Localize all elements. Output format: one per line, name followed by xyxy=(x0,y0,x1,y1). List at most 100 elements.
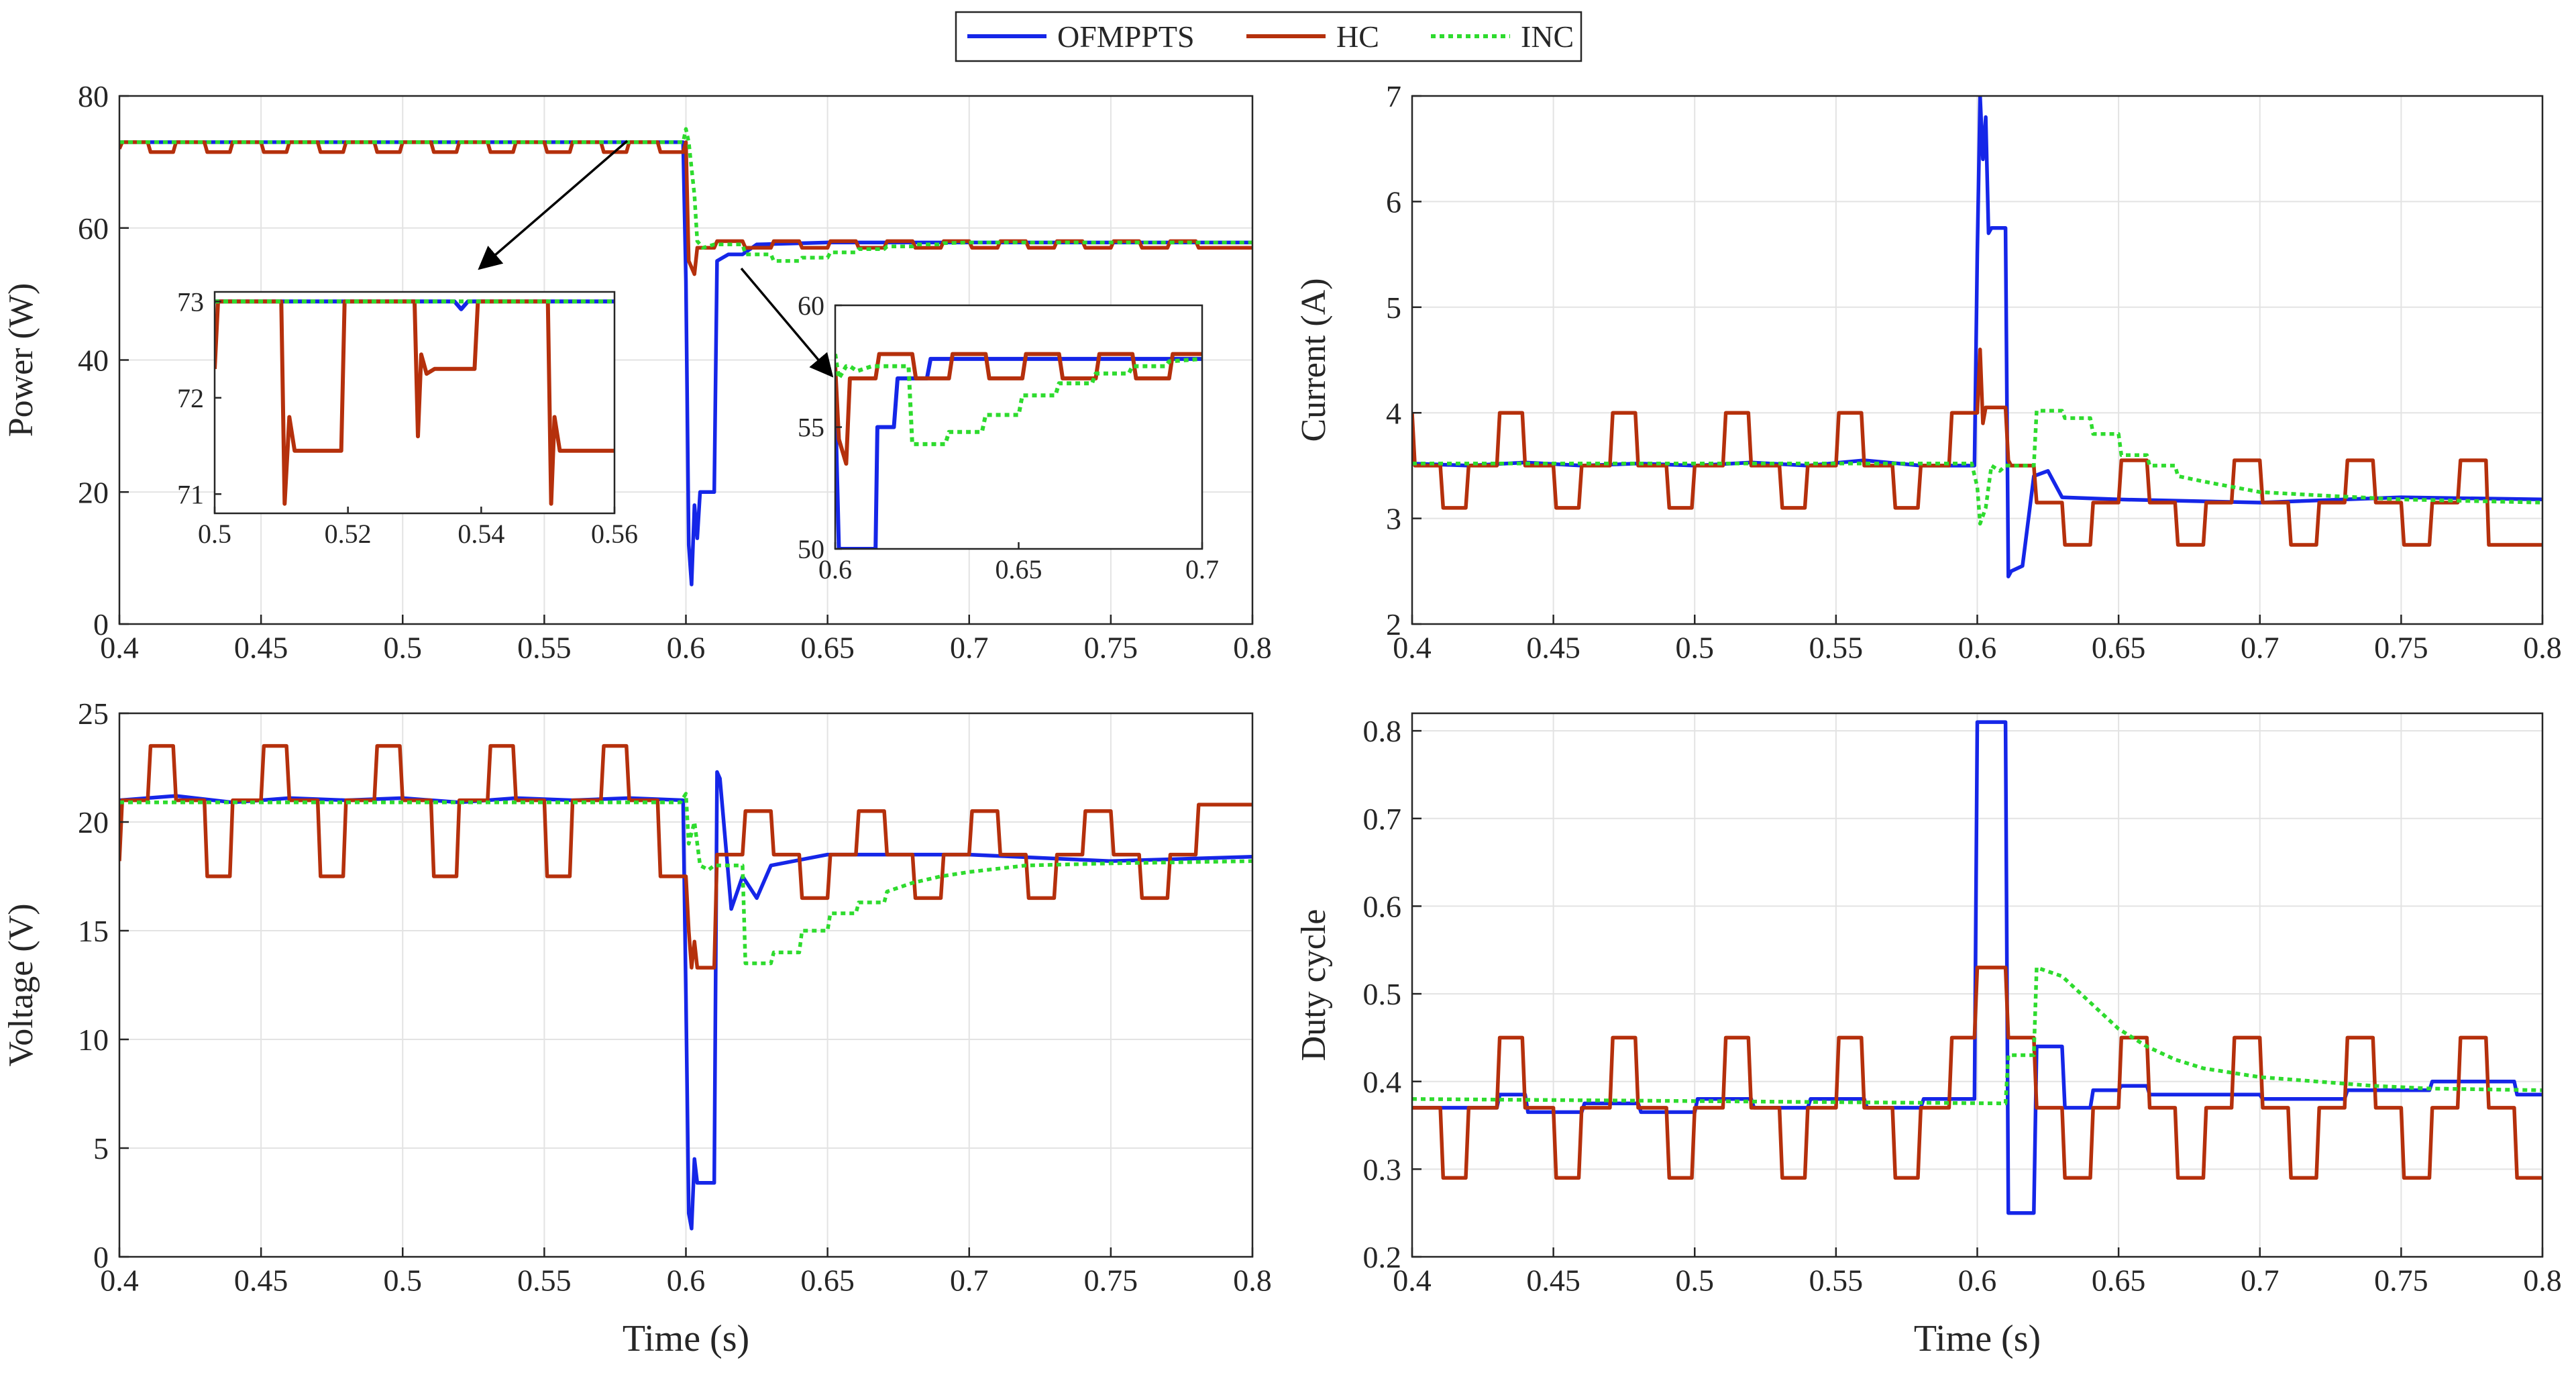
power-ytick-label-2: 40 xyxy=(78,344,109,378)
power-zoom-1-ytick-label-2: 73 xyxy=(177,287,204,317)
current-xtick-label-1: 0.45 xyxy=(1526,631,1580,665)
current-ytick-label-2: 4 xyxy=(1386,396,1401,430)
voltage-xtick-label-2: 0.5 xyxy=(384,1264,423,1298)
duty-cycle-ytick-label-5: 0.7 xyxy=(1363,802,1402,836)
voltage-ytick-label-0: 0 xyxy=(93,1240,109,1274)
current-xtick-label-3: 0.55 xyxy=(1809,631,1864,665)
voltage-ytick-label-3: 15 xyxy=(78,914,109,948)
power-zoom-1-xtick-label-2: 0.54 xyxy=(458,519,504,549)
power-ylabel: Power (W) xyxy=(2,283,40,438)
current-xtick-label-5: 0.65 xyxy=(2092,631,2146,665)
duty-cycle-panel: 0.4 0.45 0.5 0.55 0.6 0.65 0.7 0.75 0.8 0.2 0.3 0.4… xyxy=(1295,712,2562,1359)
power-zoom-1-series-hc xyxy=(215,299,614,506)
power-xtick-label-1: 0.45 xyxy=(234,631,288,665)
current-ytick-label-1: 3 xyxy=(1386,502,1401,536)
power-zoom-2-ytick-label-2: 60 xyxy=(798,291,824,321)
voltage-panel: 0.4 0.45 0.5 0.55 0.6 0.65 0.7 0.75 0.8 0 5 10 15 20 2… xyxy=(2,697,1272,1359)
power-zoom-2-xtick-label-2: 0.7 xyxy=(1185,554,1219,584)
power-zoom-1-panel: 0.5 0.52 0.54 0.56 71 72 73 xyxy=(177,287,638,549)
current-ytick-label-5: 7 xyxy=(1386,79,1401,113)
duty-cycle-ytick-label-0: 0.2 xyxy=(1363,1240,1402,1274)
legend-label-hc: HC xyxy=(1336,19,1379,54)
power-zoom-2-series-hc xyxy=(835,352,1202,466)
zoom-annotations xyxy=(478,140,834,378)
power-zoom-2-plot-area xyxy=(835,305,1202,549)
power-zoom-1-ytick-label-0: 71 xyxy=(177,479,204,509)
legend-item-hc: HC xyxy=(1246,19,1379,54)
current-xtick-label-7: 0.75 xyxy=(2374,631,2428,665)
duty-cycle-xtick-label-2: 0.5 xyxy=(1676,1264,1715,1298)
voltage-ylabel: Voltage (V) xyxy=(2,903,40,1066)
current-series-hc xyxy=(1412,348,2542,547)
duty-cycle-xtick-label-3: 0.55 xyxy=(1809,1264,1864,1298)
current-ytick-label-0: 2 xyxy=(1386,607,1401,641)
voltage-xtick-label-1: 0.45 xyxy=(234,1264,288,1298)
duty-cycle-xtick-label-4: 0.6 xyxy=(1958,1264,1997,1298)
voltage-xtick-label-8: 0.8 xyxy=(1233,1264,1272,1298)
power-zoom-1-xtick-label-1: 0.52 xyxy=(325,519,372,549)
current-ytick-label-3: 5 xyxy=(1386,291,1401,325)
voltage-xtick-label-6: 0.7 xyxy=(950,1264,989,1298)
power-ytick-label-1: 20 xyxy=(78,475,109,509)
legend-label-ofmppts: OFMPPTS xyxy=(1057,19,1195,54)
power-zoom-2-series-ofmppts xyxy=(835,356,1202,549)
power-zoom-1-xtick-label-3: 0.56 xyxy=(591,519,638,549)
zoom-arrow-1 xyxy=(478,140,629,270)
duty-cycle-ytick-label-2: 0.4 xyxy=(1363,1065,1402,1099)
zoom-arrow-2 xyxy=(740,267,834,378)
duty-cycle-xtick-label-1: 0.45 xyxy=(1526,1264,1580,1298)
duty-cycle-xtick-label-0: 0.4 xyxy=(1393,1264,1432,1298)
current-xtick-label-4: 0.6 xyxy=(1958,631,1997,665)
voltage-xtick-label-7: 0.75 xyxy=(1084,1264,1138,1298)
voltage-series-hc xyxy=(119,743,1252,970)
voltage-xlabel: Time (s) xyxy=(623,1318,749,1359)
power-ytick-label-0: 0 xyxy=(93,607,109,641)
legend-item-ofmppts: OFMPPTS xyxy=(967,19,1195,54)
voltage-xtick-label-0: 0.4 xyxy=(100,1264,139,1298)
legend-label-inc: INC xyxy=(1521,19,1574,54)
duty-cycle-ytick-label-4: 0.6 xyxy=(1363,890,1402,924)
power-xtick-label-0: 0.4 xyxy=(100,631,139,665)
power-zoom-1-axes-frame xyxy=(213,291,616,515)
power-xtick-label-5: 0.65 xyxy=(800,631,855,665)
current-ylabel: Current (A) xyxy=(1295,278,1333,442)
power-zoom-2-ytick-label-1: 55 xyxy=(798,413,824,443)
current-xtick-label-0: 0.4 xyxy=(1393,631,1432,665)
duty-cycle-xtick-label-5: 0.65 xyxy=(2092,1264,2146,1298)
power-zoom-2-panel: 0.6 0.65 0.7 50 55 60 xyxy=(798,291,1219,584)
legend-item-inc: INC xyxy=(1431,19,1574,54)
voltage-xtick-label-3: 0.55 xyxy=(517,1264,572,1298)
voltage-ytick-label-4: 20 xyxy=(78,805,109,839)
power-ytick-label-3: 60 xyxy=(78,211,109,246)
current-xtick-label-8: 0.8 xyxy=(2523,631,2562,665)
power-xtick-label-8: 0.8 xyxy=(1233,631,1272,665)
duty-cycle-series-inc xyxy=(1412,966,2542,1106)
power-xtick-label-6: 0.7 xyxy=(950,631,989,665)
current-panel: 0.4 0.45 0.5 0.55 0.6 0.65 0.7 0.75 0.8 2 3 4 5 6 7 Cur… xyxy=(1295,79,2562,665)
current-series-inc xyxy=(1412,409,2542,526)
chart-panels: 0.4 0.45 0.5 0.55 0.6 0.65 0.7 0.75 0.8020406080… xyxy=(2,79,2562,1359)
power-zoom-2-series-inc xyxy=(835,354,1202,446)
duty-cycle-ytick-label-1: 0.3 xyxy=(1363,1152,1402,1186)
duty-cycle-ytick-label-6: 0.8 xyxy=(1363,714,1402,748)
voltage-series-inc xyxy=(119,792,1252,966)
duty-cycle-xtick-label-7: 0.75 xyxy=(2374,1264,2428,1298)
current-xtick-label-2: 0.5 xyxy=(1676,631,1715,665)
duty-cycle-ytick-label-3: 0.5 xyxy=(1363,977,1402,1011)
power-zoom-2-ytick-label-0: 50 xyxy=(798,534,824,564)
voltage-ytick-label-1: 5 xyxy=(93,1131,109,1166)
power-ytick-label-4: 80 xyxy=(78,79,109,113)
voltage-xtick-label-4: 0.6 xyxy=(667,1264,706,1298)
legend: OFMPPTS HC INC xyxy=(955,11,1582,62)
power-series-inc xyxy=(119,127,1252,263)
voltage-ytick-label-5: 25 xyxy=(78,697,109,731)
power-xtick-label-7: 0.75 xyxy=(1084,631,1138,665)
duty-cycle-xlabel: Time (s) xyxy=(1914,1318,2041,1359)
duty-cycle-series-hc xyxy=(1412,966,2542,1180)
power-zoom-1-xtick-label-0: 0.5 xyxy=(198,519,231,549)
voltage-ytick-label-2: 10 xyxy=(78,1023,109,1057)
power-zoom-1-ytick-label-1: 72 xyxy=(177,383,204,413)
duty-cycle-xtick-label-8: 0.8 xyxy=(2523,1264,2562,1298)
voltage-xtick-label-5: 0.65 xyxy=(800,1264,855,1298)
